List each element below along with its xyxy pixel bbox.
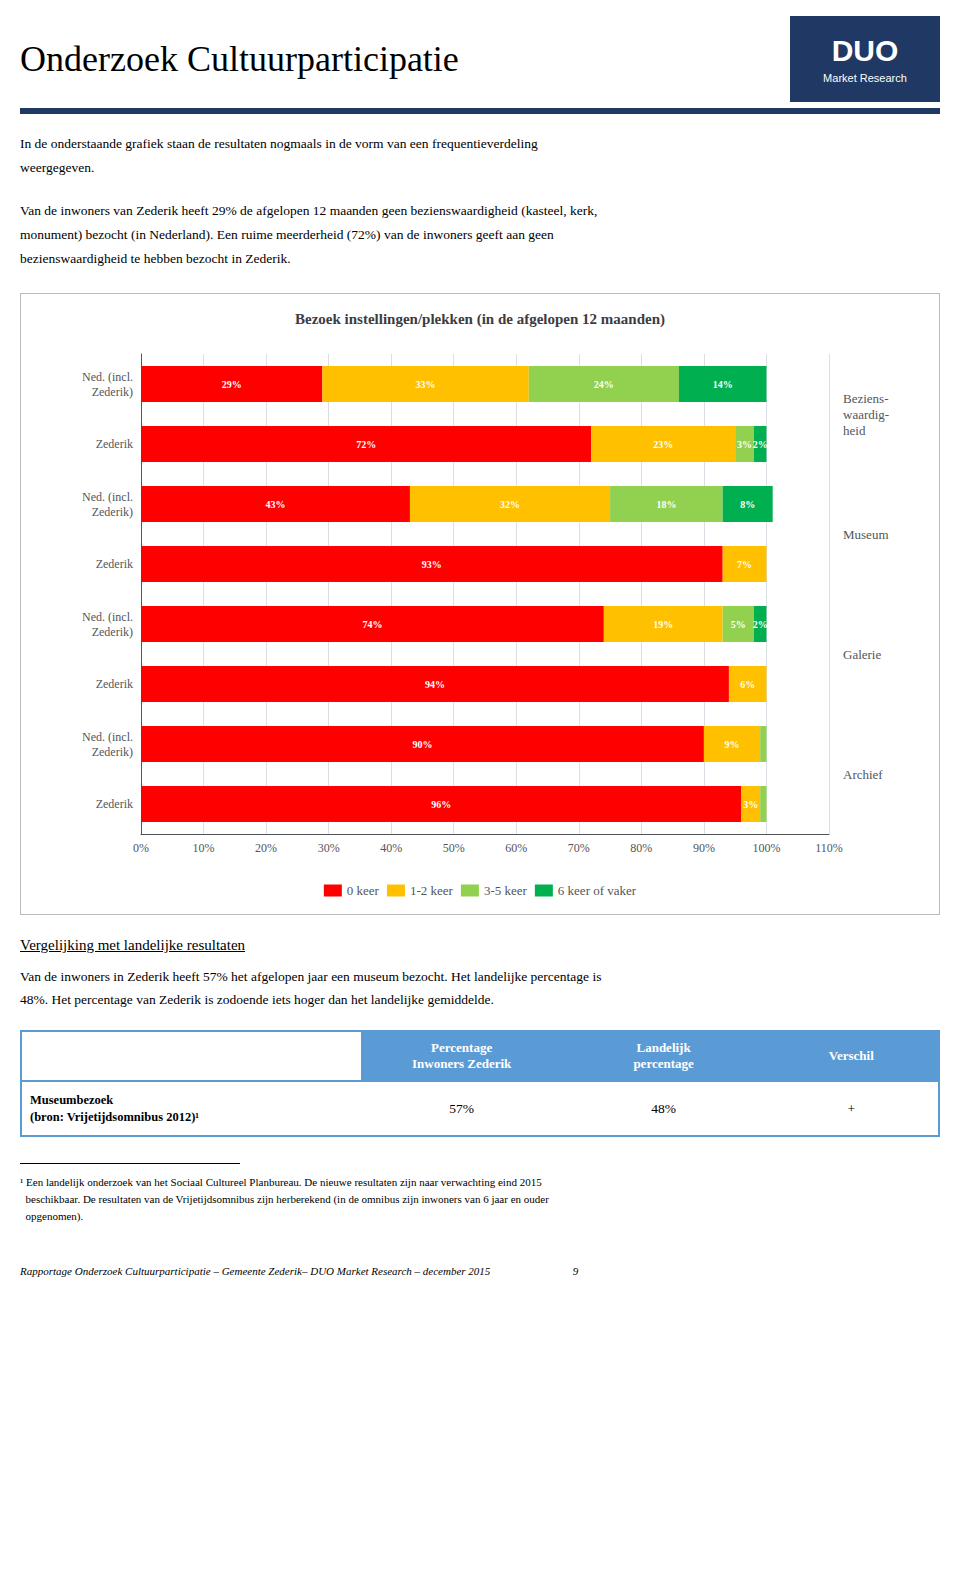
svg-text:6%: 6% bbox=[740, 679, 755, 690]
html-text:Van de inwoners in Zederik hee: Van de inwoners in Zederik heeft 57% het… bbox=[20, 969, 602, 1008]
svg-text:Ned. (incl.: Ned. (incl. bbox=[82, 370, 133, 384]
html-text:48%: 48% bbox=[651, 1100, 676, 1116]
svg-text:Zederik): Zederik) bbox=[92, 625, 133, 639]
svg-text:0 keer: 0 keer bbox=[347, 883, 380, 898]
svg-text:14%: 14% bbox=[713, 379, 733, 390]
svg-text:3%: 3% bbox=[743, 799, 758, 810]
svg-text:19%: 19% bbox=[653, 619, 673, 630]
svg-text:90%: 90% bbox=[412, 739, 432, 750]
svg-text:9%: 9% bbox=[725, 739, 740, 750]
svg-text:Museum: Museum bbox=[843, 527, 889, 542]
svg-text:6 keer of vaker: 6 keer of vaker bbox=[558, 883, 637, 898]
html-text:Museumbezoek: Museumbezoek bbox=[30, 1093, 114, 1108]
svg-text:Ned. (incl.: Ned. (incl. bbox=[82, 730, 133, 744]
svg-text:10%: 10% bbox=[193, 841, 215, 855]
html-text:Onderzoek Cultuurparticipatie: Onderzoek Cultuurparticipatie bbox=[20, 39, 459, 79]
svg-text:50%: 50% bbox=[443, 841, 465, 855]
svg-text:43%: 43% bbox=[265, 499, 285, 510]
svg-text:70%: 70% bbox=[568, 841, 590, 855]
svg-text:8%: 8% bbox=[740, 499, 755, 510]
svg-text:24%: 24% bbox=[594, 379, 614, 390]
svg-text:Zederik): Zederik) bbox=[92, 385, 133, 399]
svg-text:90%: 90% bbox=[693, 841, 715, 855]
svg-text:Archief: Archief bbox=[843, 767, 883, 782]
svg-text:7%: 7% bbox=[737, 559, 752, 570]
svg-text:94%: 94% bbox=[425, 679, 445, 690]
svg-text:Zederik: Zederik bbox=[96, 557, 133, 571]
svg-text:Zederik): Zederik) bbox=[92, 745, 133, 759]
svg-text:Bezoek instellingen/plekken (i: Bezoek instellingen/plekken (in de afgel… bbox=[295, 311, 665, 328]
html-text:Van de inwoners van Zederik he: Van de inwoners van Zederik heeft 29% de… bbox=[20, 202, 598, 267]
svg-text:Ned. (incl.: Ned. (incl. bbox=[82, 610, 133, 624]
svg-text:93%: 93% bbox=[422, 559, 442, 570]
svg-text:30%: 30% bbox=[318, 841, 340, 855]
html-text:In de onderstaande grafiek sta: In de onderstaande grafiek staan de resu… bbox=[20, 136, 538, 176]
svg-text:29%: 29% bbox=[222, 379, 242, 390]
html-text:57%: 57% bbox=[449, 1100, 474, 1116]
html-text:Rapportage Onderzoek Cultuurpa: Rapportage Onderzoek Cultuurparticipatie… bbox=[20, 1265, 579, 1277]
svg-text:3%: 3% bbox=[737, 439, 752, 450]
html-text:(bron: Vrijetijdsomnibus 2012): (bron: Vrijetijdsomnibus 2012)¹ bbox=[30, 1109, 199, 1124]
svg-text:33%: 33% bbox=[416, 379, 436, 390]
svg-text:110%: 110% bbox=[815, 841, 843, 855]
svg-text:72%: 72% bbox=[356, 439, 376, 450]
svg-text:Ned. (incl.: Ned. (incl. bbox=[82, 490, 133, 504]
html-text:Vergelijking met landelijke re: Vergelijking met landelijke resultaten bbox=[20, 937, 246, 954]
svg-text:32%: 32% bbox=[500, 499, 520, 510]
svg-text:5%: 5% bbox=[731, 619, 746, 630]
html-text:DUO: DUO bbox=[831, 34, 899, 67]
svg-text:40%: 40% bbox=[380, 841, 402, 855]
svg-text:18%: 18% bbox=[656, 499, 676, 510]
html-text:Percentage Inwoners Zederik: Percentage Inwoners Zederik bbox=[412, 1040, 512, 1072]
svg-text:20%: 20% bbox=[255, 841, 277, 855]
svg-text:60%: 60% bbox=[505, 841, 527, 855]
svg-text:waardig-: waardig- bbox=[843, 407, 889, 422]
svg-text:74%: 74% bbox=[362, 619, 382, 630]
html-text:¹ Een landelijk onderzoek van: ¹ Een landelijk onderzoek van het Sociaa… bbox=[20, 1175, 549, 1222]
svg-text:2%: 2% bbox=[753, 619, 768, 630]
html-text:Market Research: Market Research bbox=[823, 72, 907, 84]
svg-text:Zederik: Zederik bbox=[96, 797, 133, 811]
svg-text:1-2 keer: 1-2 keer bbox=[410, 883, 454, 898]
svg-text:0%: 0% bbox=[133, 841, 149, 855]
svg-text:Zederik): Zederik) bbox=[92, 505, 133, 519]
html-text:Landelijk percentage: Landelijk percentage bbox=[633, 1040, 694, 1072]
svg-text:Galerie: Galerie bbox=[843, 647, 881, 662]
svg-text:3-5 keer: 3-5 keer bbox=[484, 883, 528, 898]
svg-text:heid: heid bbox=[843, 423, 866, 438]
svg-text:23%: 23% bbox=[653, 439, 673, 450]
svg-text:Beziens-: Beziens- bbox=[843, 391, 888, 406]
html-text:Verschil: Verschil bbox=[828, 1048, 874, 1064]
svg-text:2%: 2% bbox=[753, 439, 768, 450]
svg-text:Zederik: Zederik bbox=[96, 437, 133, 451]
svg-text:100%: 100% bbox=[752, 841, 780, 855]
svg-text:Zederik: Zederik bbox=[96, 677, 133, 691]
svg-text:80%: 80% bbox=[630, 841, 652, 855]
svg-text:96%: 96% bbox=[431, 799, 451, 810]
